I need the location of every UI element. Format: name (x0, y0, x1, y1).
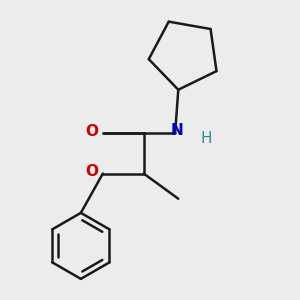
Text: O: O (85, 124, 98, 139)
Text: O: O (85, 164, 98, 178)
Text: H: H (200, 131, 212, 146)
Text: N: N (170, 123, 183, 138)
